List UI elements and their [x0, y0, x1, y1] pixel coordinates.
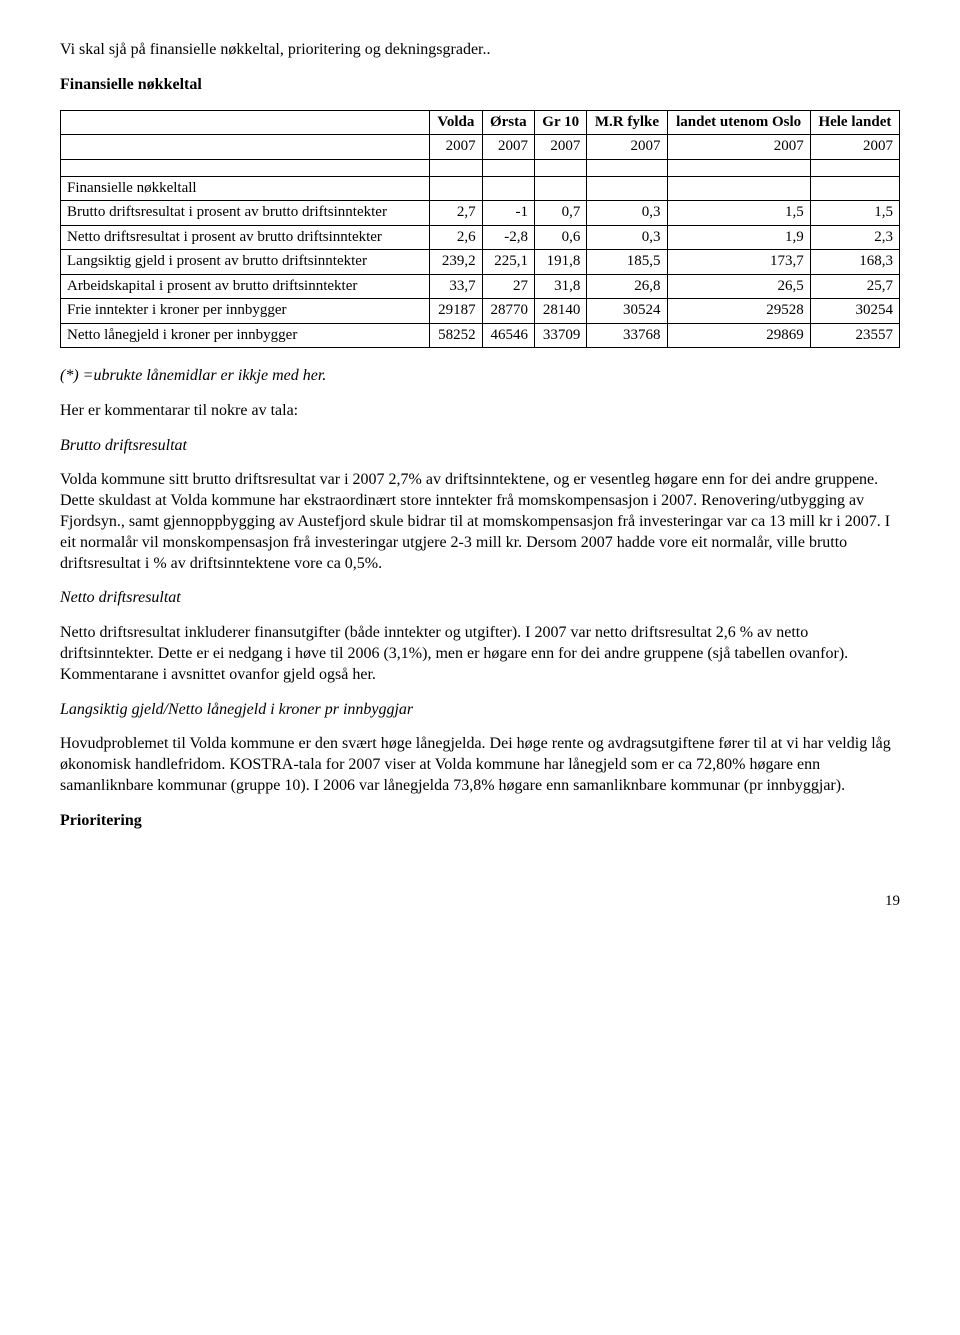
table-year-row: 2007 2007 2007 2007 2007 2007 [61, 135, 900, 160]
td-group-label: Finansielle nøkkeltall [61, 176, 430, 201]
td-val: 33709 [535, 323, 587, 348]
td-year-2: 2007 [482, 135, 534, 160]
td-val: 2,7 [430, 201, 482, 226]
td-label: Arbeidskapital i prosent av brutto drift… [61, 274, 430, 299]
intro-text: Vi skal sjå på finansielle nøkkeltal, pr… [60, 40, 900, 61]
td-val: -1 [482, 201, 534, 226]
td-val: 26,8 [587, 274, 667, 299]
table-row: Netto lånegjeld i kroner per innbygger 5… [61, 323, 900, 348]
section-title-finansielle: Finansielle nøkkeltal [60, 75, 900, 96]
th-gr10: Gr 10 [535, 110, 587, 135]
table-row: Langsiktig gjeld i prosent av brutto dri… [61, 250, 900, 275]
td-val: -2,8 [482, 225, 534, 250]
table-row: Brutto driftsresultat i prosent av brutt… [61, 201, 900, 226]
td-label: Netto lånegjeld i kroner per innbygger [61, 323, 430, 348]
td-val: 30524 [587, 299, 667, 324]
td-val: 0,3 [587, 201, 667, 226]
td-val: 225,1 [482, 250, 534, 275]
table-empty-row [61, 159, 900, 176]
td-val: 23557 [810, 323, 899, 348]
td-val: 2,3 [810, 225, 899, 250]
table-row: Netto driftsresultat i prosent av brutto… [61, 225, 900, 250]
td-year-blank [61, 135, 430, 160]
td-val: 31,8 [535, 274, 587, 299]
td-val: 27 [482, 274, 534, 299]
table-row: Frie inntekter i kroner per innbygger 29… [61, 299, 900, 324]
td-label: Langsiktig gjeld i prosent av brutto dri… [61, 250, 430, 275]
td-year-4: 2007 [587, 135, 667, 160]
page-number: 19 [60, 892, 900, 912]
td-val: 0,6 [535, 225, 587, 250]
td-val: 1,5 [667, 201, 810, 226]
td-val: 29528 [667, 299, 810, 324]
heading-brutto: Brutto driftsresultat [60, 436, 900, 457]
td-val: 28770 [482, 299, 534, 324]
td-year-5: 2007 [667, 135, 810, 160]
th-blank [61, 110, 430, 135]
th-mrfylke: M.R fylke [587, 110, 667, 135]
td-year-3: 2007 [535, 135, 587, 160]
table-group-row: Finansielle nøkkeltall [61, 176, 900, 201]
th-landet-utenom: landet utenom Oslo [667, 110, 810, 135]
td-val: 1,9 [667, 225, 810, 250]
table-row: Arbeidskapital i prosent av brutto drift… [61, 274, 900, 299]
td-year-1: 2007 [430, 135, 482, 160]
table-header-row: Volda Ørsta Gr 10 M.R fylke landet uteno… [61, 110, 900, 135]
td-val: 58252 [430, 323, 482, 348]
td-val: 0,7 [535, 201, 587, 226]
td-label: Brutto driftsresultat i prosent av brutt… [61, 201, 430, 226]
heading-netto: Netto driftsresultat [60, 588, 900, 609]
td-val: 168,3 [810, 250, 899, 275]
commentary-intro: Her er kommentarar til nokre av tala: [60, 401, 900, 422]
td-val: 239,2 [430, 250, 482, 275]
heading-prioritering: Prioritering [60, 811, 900, 832]
td-val: 33768 [587, 323, 667, 348]
td-val: 173,7 [667, 250, 810, 275]
td-val: 46546 [482, 323, 534, 348]
td-val: 28140 [535, 299, 587, 324]
key-figures-table: Volda Ørsta Gr 10 M.R fylke landet uteno… [60, 110, 900, 349]
td-val: 30254 [810, 299, 899, 324]
para-langsiktig: Hovudproblemet til Volda kommune er den … [60, 734, 900, 796]
td-val: 185,5 [587, 250, 667, 275]
td-val: 29869 [667, 323, 810, 348]
td-val: 25,7 [810, 274, 899, 299]
td-label: Frie inntekter i kroner per innbygger [61, 299, 430, 324]
td-val: 26,5 [667, 274, 810, 299]
td-val: 2,6 [430, 225, 482, 250]
th-orsta: Ørsta [482, 110, 534, 135]
td-year-6: 2007 [810, 135, 899, 160]
para-brutto: Volda kommune sitt brutto driftsresultat… [60, 470, 900, 574]
th-hele-landet: Hele landet [810, 110, 899, 135]
td-val: 1,5 [810, 201, 899, 226]
td-val: 0,3 [587, 225, 667, 250]
td-val: 33,7 [430, 274, 482, 299]
td-label: Netto driftsresultat i prosent av brutto… [61, 225, 430, 250]
para-netto: Netto driftsresultat inkluderer finansut… [60, 623, 900, 685]
footnote-text: (*) =ubrukte lånemidlar er ikkje med her… [60, 366, 900, 387]
heading-langsiktig: Langsiktig gjeld/Netto lånegjeld i krone… [60, 700, 900, 721]
th-volda: Volda [430, 110, 482, 135]
td-val: 191,8 [535, 250, 587, 275]
td-val: 29187 [430, 299, 482, 324]
